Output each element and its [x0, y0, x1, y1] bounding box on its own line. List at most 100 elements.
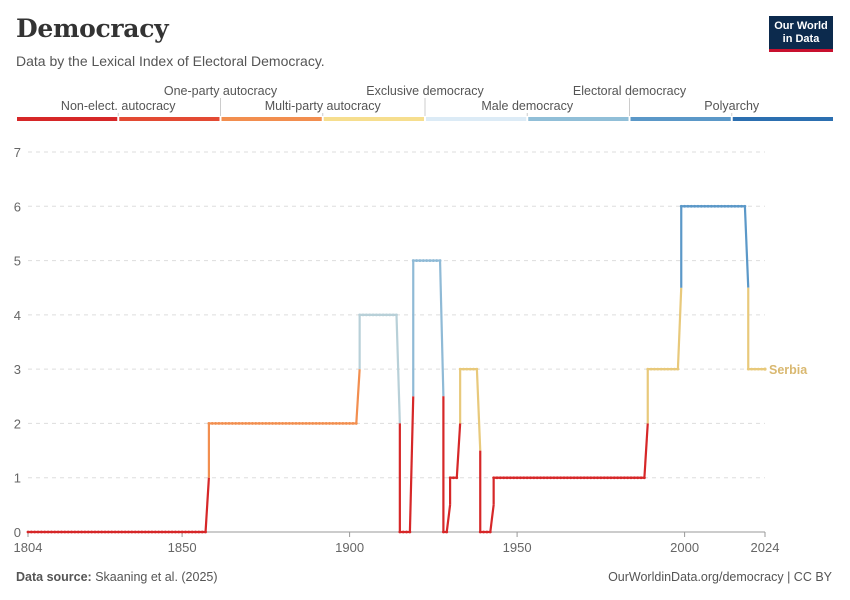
point-2012 — [723, 204, 727, 208]
point-1891 — [318, 422, 321, 425]
point-1967 — [572, 476, 576, 480]
page-title: Democracy — [16, 14, 169, 43]
point-1899 — [344, 422, 348, 425]
point-1880 — [281, 422, 284, 425]
point-1950 — [515, 476, 519, 480]
point-1926 — [435, 259, 439, 262]
point-1810 — [46, 530, 50, 534]
point-1928 — [442, 530, 445, 534]
point-1868 — [241, 422, 244, 425]
point-1959 — [545, 476, 549, 480]
point-1993 — [659, 367, 663, 371]
series-step-a-19 — [643, 423, 649, 478]
point-1861 — [217, 422, 221, 425]
point-1936 — [468, 367, 472, 371]
page-subtitle: Data by the Lexical Index of Electoral D… — [16, 53, 325, 69]
point-1818 — [73, 530, 77, 534]
point-1832 — [120, 530, 124, 534]
point-1914 — [395, 313, 398, 317]
point-1988 — [643, 476, 646, 480]
point-1968 — [576, 476, 579, 480]
point-1860 — [214, 422, 218, 425]
point-1918 — [408, 530, 412, 534]
point-1863 — [224, 422, 228, 425]
point-1935 — [465, 367, 469, 371]
point-1969 — [579, 476, 583, 480]
owid-logo[interactable]: Our World in Data — [769, 16, 833, 52]
point-1929 — [445, 530, 449, 534]
x-tick-label-1900: 1900 — [335, 540, 364, 555]
point-1831 — [117, 530, 120, 534]
point-1816 — [66, 530, 70, 534]
point-1845 — [163, 530, 167, 534]
point-1924 — [428, 259, 432, 262]
point-1888 — [308, 422, 311, 425]
point-1864 — [227, 422, 231, 425]
point-1874 — [261, 422, 264, 425]
footer-url[interactable]: OurWorldinData.org/democracy | CC BY — [608, 570, 832, 584]
point-1866 — [234, 422, 238, 425]
legend-label-4: Male democracy — [481, 99, 573, 113]
point-2022 — [756, 367, 760, 371]
point-2009 — [713, 204, 717, 208]
point-1838 — [140, 530, 144, 534]
point-1957 — [539, 476, 542, 480]
point-1895 — [331, 422, 335, 425]
point-1938 — [475, 367, 479, 371]
point-1875 — [264, 422, 268, 425]
point-1930 — [448, 476, 452, 480]
point-1977 — [606, 476, 609, 480]
legend-label-1: One-party autocracy — [164, 84, 278, 98]
legend-swatch-3 — [323, 117, 424, 121]
point-1872 — [254, 422, 258, 425]
point-1919 — [411, 259, 415, 262]
point-1907 — [371, 313, 375, 317]
point-1839 — [143, 530, 147, 534]
series-step-a-1 — [204, 477, 210, 533]
logo-line-2: in Data — [782, 33, 820, 45]
point-2013 — [726, 204, 730, 208]
point-1871 — [251, 422, 254, 425]
point-1962 — [555, 476, 559, 480]
point-1819 — [76, 530, 80, 534]
series-points-serbia — [26, 204, 767, 534]
point-1927 — [438, 259, 442, 262]
point-1908 — [375, 313, 378, 317]
point-1853 — [190, 530, 194, 534]
y-tick-label-4: 4 — [14, 308, 21, 323]
point-1813 — [56, 530, 60, 534]
point-1897 — [338, 422, 341, 425]
point-1885 — [297, 422, 301, 425]
point-1974 — [596, 476, 599, 480]
point-1836 — [133, 530, 137, 534]
series-step-a-13 — [455, 423, 462, 478]
series-step-a-23 — [743, 206, 750, 288]
legend-label-3: Exclusive democracy — [366, 84, 484, 98]
data-source-value[interactable]: Skaaning et al. (2025) — [95, 570, 218, 584]
point-1820 — [80, 530, 83, 534]
point-1828 — [107, 530, 110, 534]
x-tick-label-1850: 1850 — [168, 540, 197, 555]
point-1978 — [609, 476, 613, 480]
point-1992 — [656, 367, 660, 371]
point-1841 — [150, 530, 154, 534]
point-1812 — [53, 530, 57, 534]
point-1900 — [348, 422, 351, 425]
point-1809 — [43, 530, 47, 534]
point-1982 — [622, 476, 626, 480]
point-1850 — [180, 530, 184, 534]
point-1940 — [482, 530, 485, 534]
x-tick-label-2000: 2000 — [670, 540, 699, 555]
point-1876 — [267, 422, 271, 425]
point-2016 — [736, 204, 740, 208]
point-1948 — [509, 476, 512, 480]
point-2003 — [693, 204, 697, 208]
point-1887 — [304, 422, 308, 425]
point-1884 — [294, 422, 298, 425]
legend-swatch-0 — [17, 117, 118, 121]
point-1912 — [388, 313, 392, 317]
point-1847 — [170, 530, 174, 534]
point-1823 — [90, 530, 94, 534]
legend-swatch-2 — [221, 117, 322, 121]
